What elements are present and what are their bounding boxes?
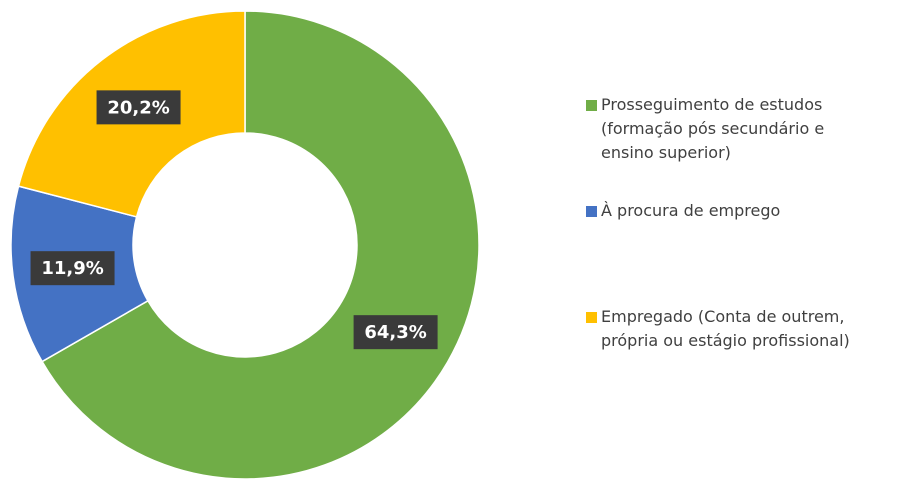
donut-slice — [41, 10, 480, 480]
data-label-box — [96, 90, 181, 125]
legend-item: À procura de emprego — [586, 199, 896, 223]
data-label: 20,2% — [107, 97, 169, 118]
data-label: 64,3% — [364, 322, 426, 343]
legend-label: Empregado (Conta de outrem, própria ou e… — [601, 307, 850, 350]
legend-swatch — [586, 100, 597, 111]
legend-item: Empregado (Conta de outrem, própria ou e… — [586, 305, 896, 353]
legend-label: Prosseguimento de estudos (formação pós … — [601, 95, 825, 162]
data-label-box — [30, 251, 115, 286]
data-label: 11,9% — [41, 258, 103, 279]
legend-item: Prosseguimento de estudos (formação pós … — [586, 93, 896, 165]
legend-label: À procura de emprego — [601, 201, 781, 220]
legend-swatch — [586, 312, 597, 323]
legend-swatch — [586, 206, 597, 217]
data-label-box — [353, 315, 438, 350]
